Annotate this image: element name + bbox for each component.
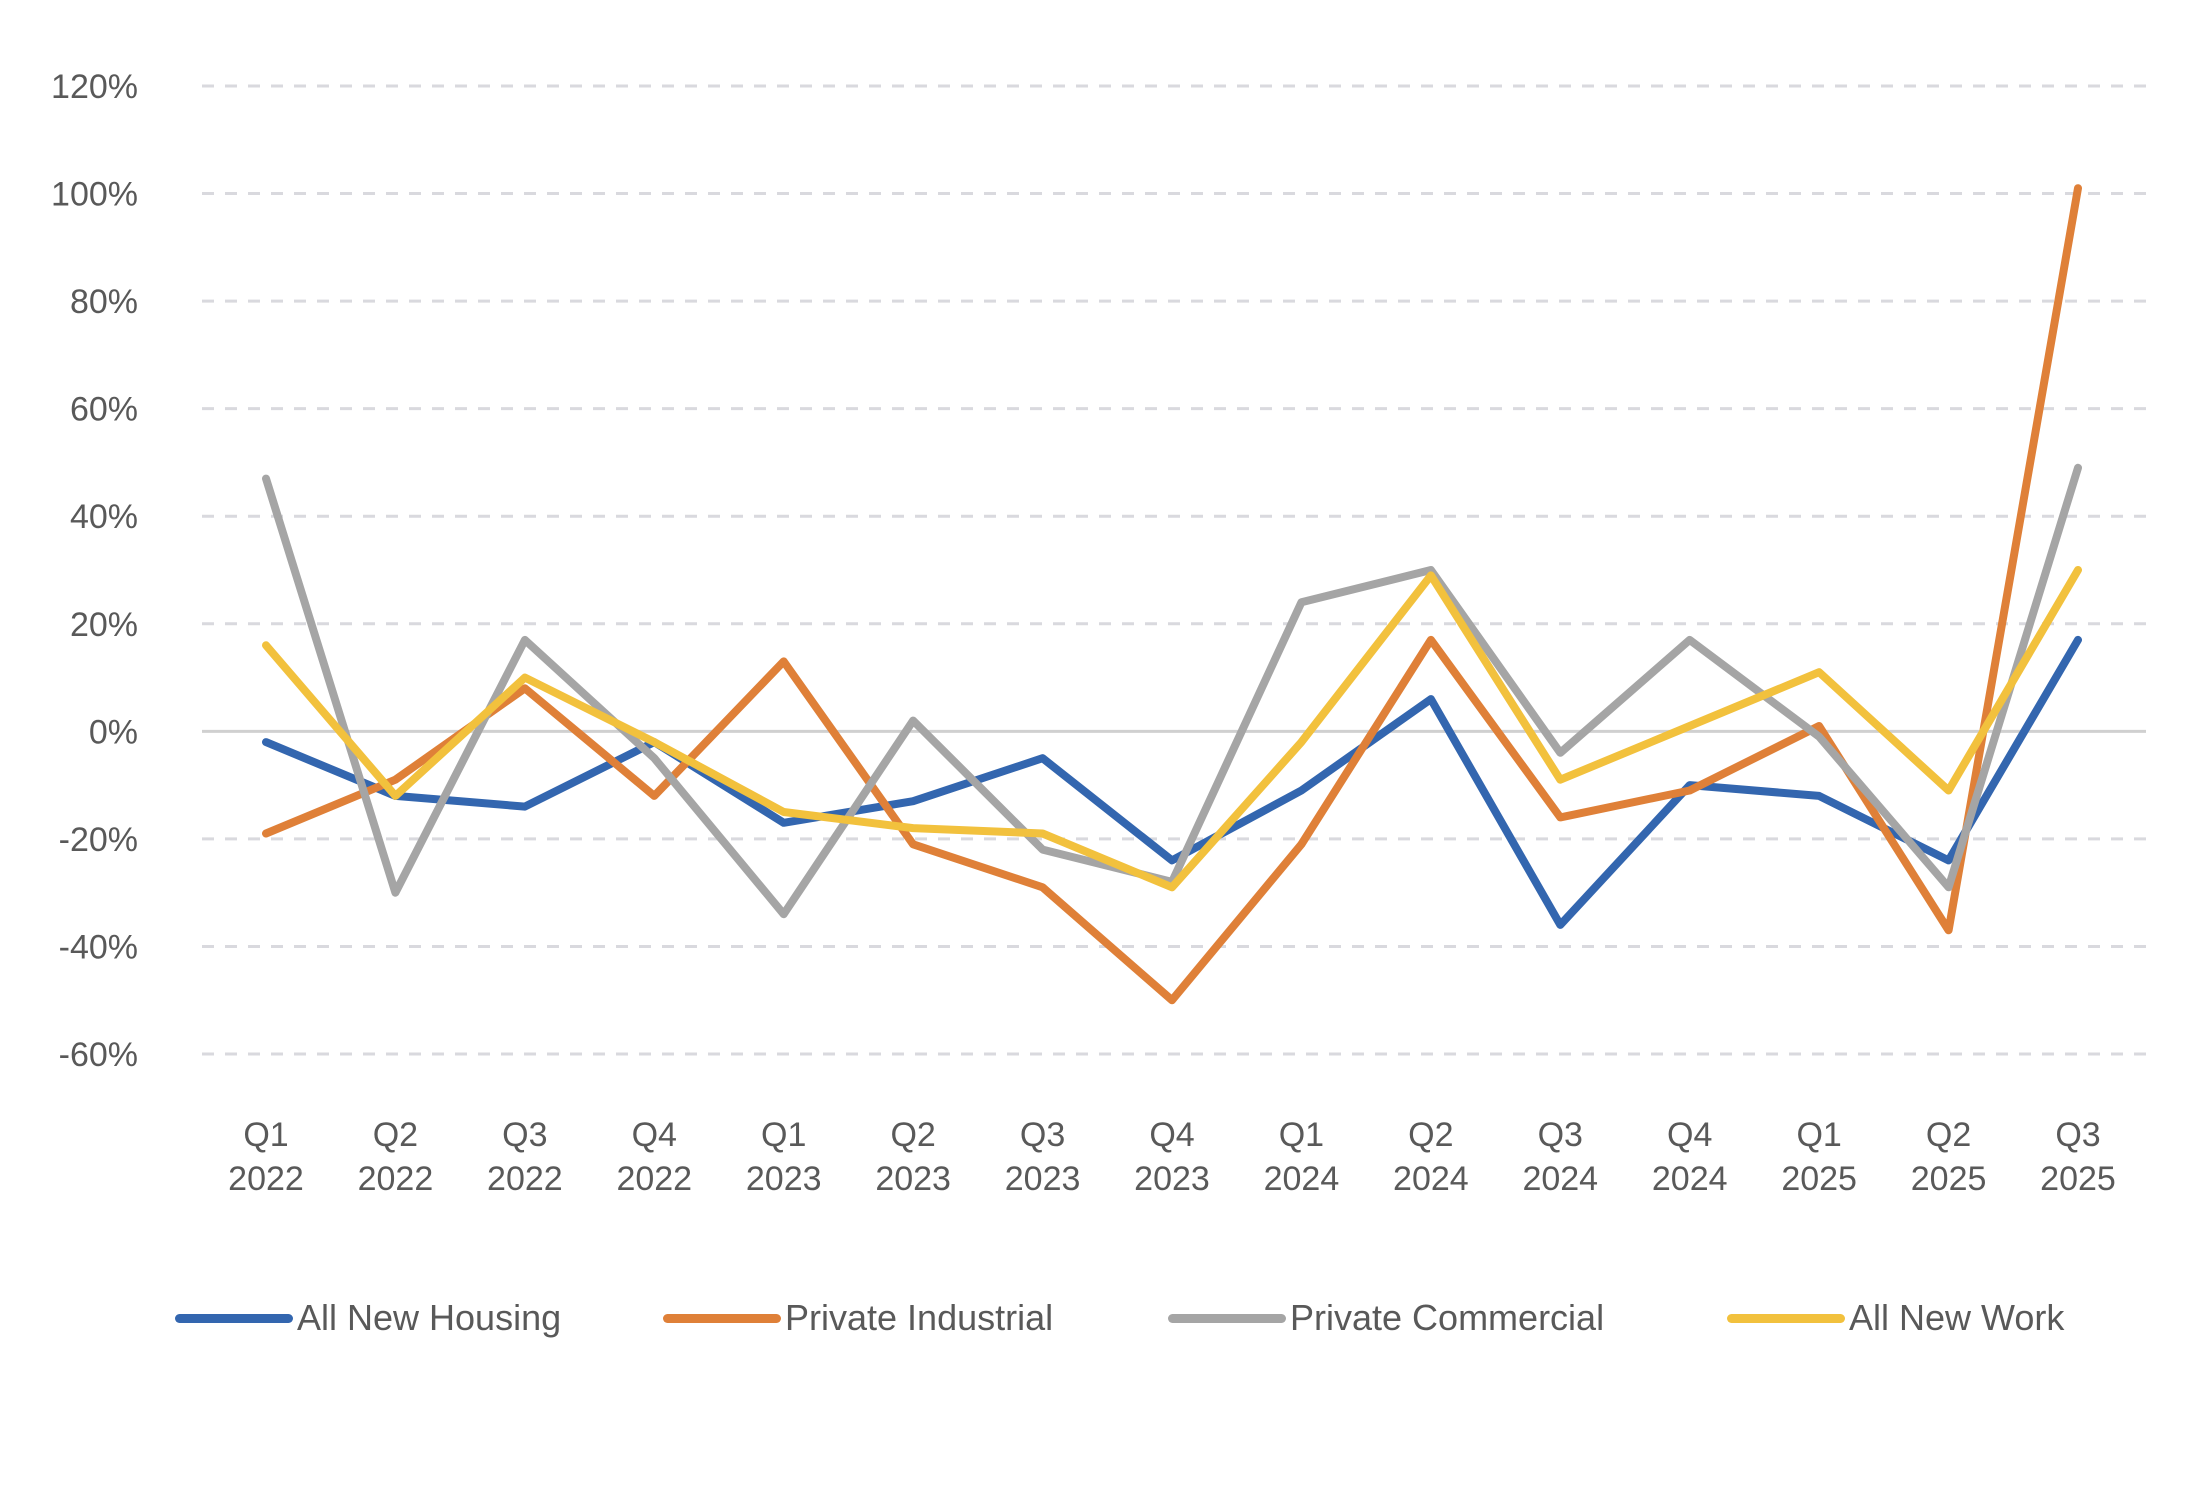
x-tick-label-quarter: Q4	[1667, 1116, 1712, 1154]
legend-label: All New Work	[1849, 1297, 2065, 1338]
legend-item-private-industrial[interactable]: Private Industrial	[663, 1288, 1053, 1348]
x-tick-label-quarter: Q1	[1796, 1116, 1841, 1154]
series-line-all-new-housing[interactable]	[262, 635, 2082, 929]
x-tick-label-quarter: Q4	[632, 1116, 677, 1154]
legend-swatch-all-new-work	[1727, 1313, 1845, 1323]
legend-swatch-private-industrial	[663, 1313, 781, 1323]
legend-label: Private Industrial	[785, 1297, 1054, 1338]
series-line-private-industrial[interactable]	[262, 184, 2082, 1005]
x-tick-label-quarter: Q3	[2055, 1116, 2100, 1154]
y-tick-label: 0%	[89, 713, 138, 751]
x-tick-label-year: 2025	[1781, 1160, 1857, 1198]
y-tick-label: -40%	[59, 928, 138, 966]
x-tick-label-quarter: Q1	[761, 1116, 806, 1154]
y-tick-label: -20%	[59, 821, 138, 859]
legend-item-private-commercial[interactable]: Private Commercial	[1168, 1288, 1604, 1348]
x-tick-label-quarter: Q3	[502, 1116, 547, 1154]
gridlines	[202, 84, 2146, 1056]
legend-label: All New Housing	[297, 1297, 562, 1338]
x-tick-label-quarter: Q1	[1279, 1116, 1324, 1154]
x-tick-label-year: 2024	[1393, 1160, 1469, 1198]
x-tick-label-year: 2025	[2040, 1160, 2116, 1198]
x-tick-label-year: 2024	[1264, 1160, 1340, 1198]
x-tick-label-year: 2023	[746, 1160, 822, 1198]
x-tick-label-quarter: Q2	[890, 1116, 935, 1154]
x-tick-label-quarter: Q2	[1408, 1116, 1453, 1154]
x-tick-label-quarter: Q3	[1020, 1116, 1065, 1154]
legend-item-all-new-housing[interactable]: All New Housing	[175, 1288, 561, 1348]
legend-item-all-new-work[interactable]: All New Work	[1727, 1288, 2064, 1348]
x-tick-label-year: 2022	[228, 1160, 304, 1198]
x-tick-label-year: 2022	[616, 1160, 692, 1198]
x-tick-label-year: 2025	[1911, 1160, 1987, 1198]
x-tick-label-quarter: Q3	[1538, 1116, 1583, 1154]
x-tick-label-quarter: Q1	[243, 1116, 288, 1154]
y-tick-label: 120%	[51, 68, 138, 106]
x-tick-label-year: 2023	[1005, 1160, 1081, 1198]
legend: All New Housing Private Industrial Priva…	[0, 1288, 2188, 1348]
series-line-private-commercial[interactable]	[262, 463, 2082, 919]
y-axis-labels: 120% 100% 80% 60% 40% 20% 0% -20% -40% -60%	[51, 68, 138, 1074]
x-tick-label-year: 2023	[1134, 1160, 1210, 1198]
legend-swatch-all-new-housing	[175, 1313, 293, 1323]
x-tick-label-year: 2022	[358, 1160, 434, 1198]
series-line-all-new-work[interactable]	[262, 566, 2082, 892]
series-lines	[262, 184, 2082, 1005]
y-tick-label: 80%	[70, 283, 138, 321]
x-tick-label-quarter: Q2	[1926, 1116, 1971, 1154]
x-tick-label-quarter: Q4	[1149, 1116, 1194, 1154]
x-tick-label-year: 2024	[1522, 1160, 1598, 1198]
x-axis-labels: Q1 2022 Q2 2022 Q3 2022 Q4 2022 Q1 2023 Q2 2023 Q3 20…	[228, 1116, 2116, 1198]
x-tick-label-quarter: Q2	[373, 1116, 418, 1154]
x-tick-label-year: 2024	[1652, 1160, 1728, 1198]
y-tick-label: -60%	[59, 1036, 138, 1074]
y-tick-label: 100%	[51, 176, 138, 214]
x-tick-label-year: 2023	[875, 1160, 951, 1198]
y-tick-label: 20%	[70, 606, 138, 644]
y-tick-label: 40%	[70, 498, 138, 536]
legend-label: Private Commercial	[1290, 1297, 1605, 1338]
y-tick-label: 60%	[70, 391, 138, 429]
x-tick-label-year: 2022	[487, 1160, 563, 1198]
legend-swatch-private-commercial	[1168, 1313, 1286, 1323]
